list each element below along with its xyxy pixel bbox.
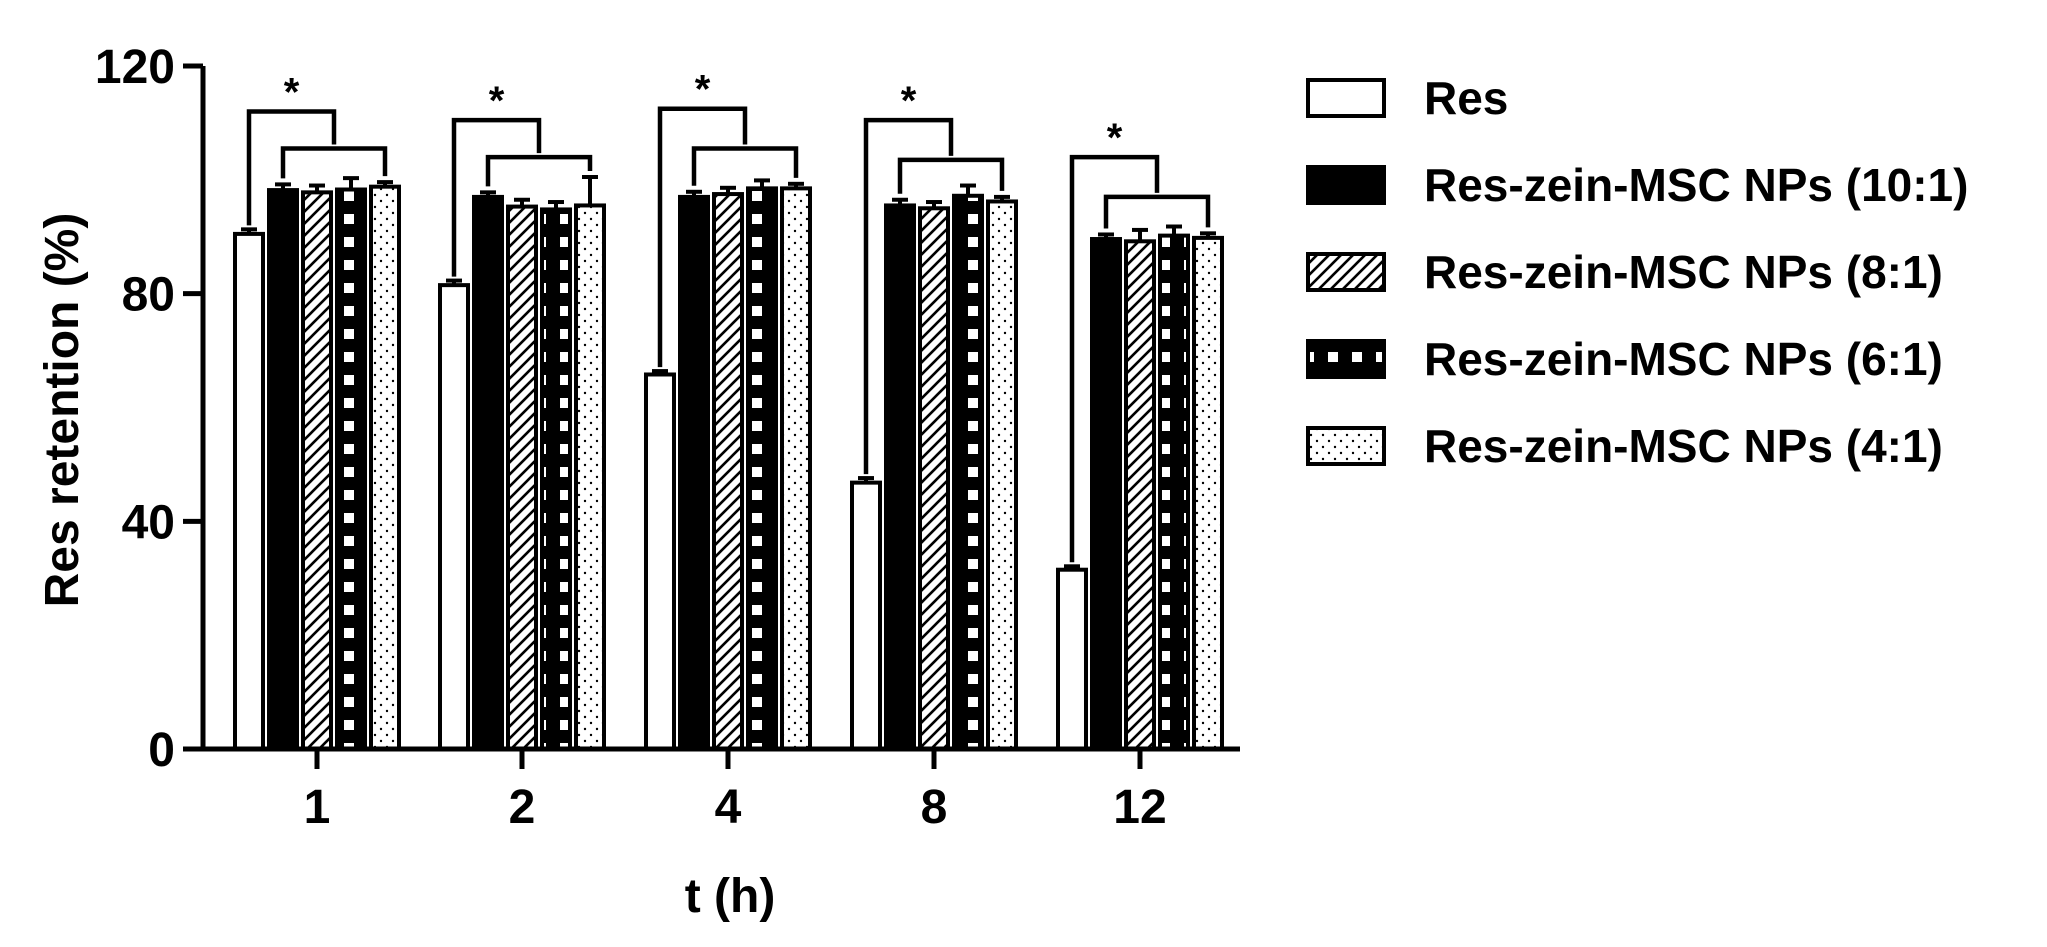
x-axis-title: t (h) xyxy=(685,870,776,923)
significance-bracket xyxy=(897,157,1005,194)
bar xyxy=(1056,567,1088,752)
legend-label: Res-zein-MSC NPs (8:1) xyxy=(1424,246,1943,298)
y-tick-label: 120 xyxy=(95,41,175,94)
bar xyxy=(472,194,504,752)
bar xyxy=(986,199,1018,751)
y-tick-label: 0 xyxy=(148,724,175,777)
significance-label: * xyxy=(1107,116,1123,160)
significance-bracket xyxy=(657,106,748,368)
legend-label: Res-zein-MSC NPs (6:1) xyxy=(1424,333,1943,385)
legend-label: Res-zein-MSC NPs (10:1) xyxy=(1424,159,1968,211)
significance-label: * xyxy=(695,68,711,112)
x-tick-label: 2 xyxy=(509,781,536,834)
x-tick-label: 1 xyxy=(304,781,331,834)
legend-label: Res xyxy=(1424,72,1508,124)
bar xyxy=(712,192,744,751)
bar xyxy=(1158,233,1190,751)
legend-swatch xyxy=(1306,252,1386,292)
bar xyxy=(438,283,470,751)
significance-label: * xyxy=(901,79,917,123)
bar xyxy=(644,372,676,751)
legend-swatch xyxy=(1306,426,1386,466)
x-tick-label: 12 xyxy=(1113,781,1166,834)
bar xyxy=(506,204,538,751)
bar xyxy=(267,188,299,752)
significance-label: * xyxy=(489,79,505,123)
y-tick-label: 40 xyxy=(122,496,175,549)
bar xyxy=(301,190,333,752)
bar xyxy=(746,186,778,751)
bar xyxy=(540,207,572,751)
bar xyxy=(850,480,882,751)
significance-bracket xyxy=(863,117,954,475)
significance-bracket xyxy=(691,146,799,186)
y-axis-title: Res retention (%) xyxy=(36,213,89,608)
legend: Res Res-zein-MSC NPs (10:1) Res-zein-MSC N… xyxy=(1306,72,1968,472)
bar xyxy=(335,187,367,752)
bar xyxy=(1192,235,1224,751)
legend-swatch xyxy=(1306,165,1386,205)
significance-bracket xyxy=(246,109,337,226)
bar xyxy=(884,203,916,751)
significance-bracket xyxy=(485,154,593,187)
bar xyxy=(1124,239,1156,751)
bar xyxy=(780,186,812,751)
bar xyxy=(678,194,710,752)
bar xyxy=(233,231,265,751)
bar xyxy=(918,206,950,751)
legend-label: Res-zein-MSC NPs (4:1) xyxy=(1424,420,1943,472)
bar xyxy=(1090,237,1122,751)
bar xyxy=(574,203,606,751)
legend-swatch xyxy=(1306,339,1386,379)
bar xyxy=(952,193,984,751)
significance-label: * xyxy=(284,71,300,115)
significance-bracket xyxy=(451,117,542,277)
y-tick-label: 80 xyxy=(122,269,175,322)
significance-bracket xyxy=(1103,194,1211,229)
legend-swatch xyxy=(1306,78,1386,118)
significance-bracket xyxy=(1069,154,1160,563)
x-tick-label: 4 xyxy=(715,781,742,834)
significance-bracket xyxy=(280,146,388,179)
x-tick-label: 8 xyxy=(921,781,948,834)
bar xyxy=(369,184,401,751)
